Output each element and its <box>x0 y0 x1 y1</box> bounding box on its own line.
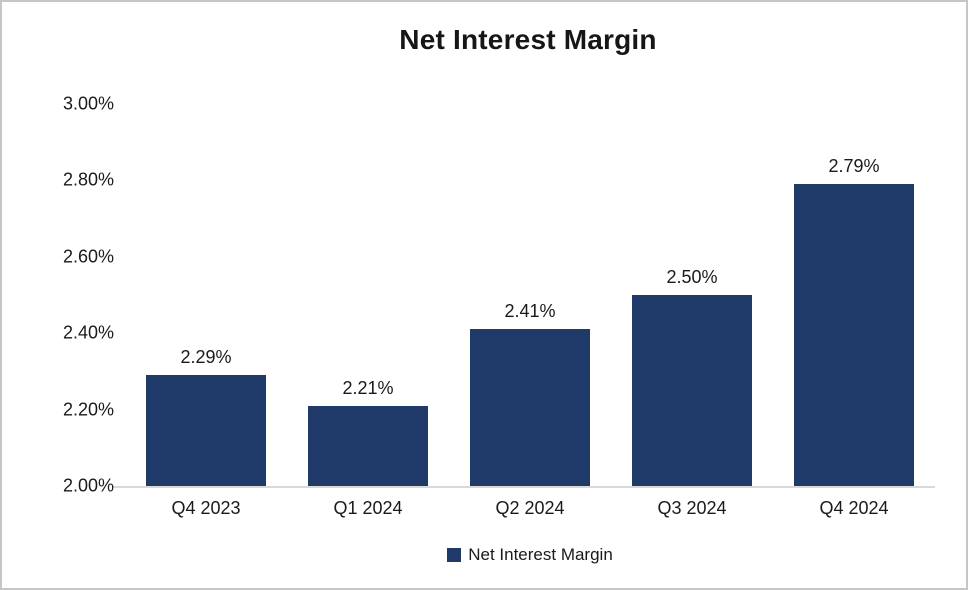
bar <box>794 184 914 486</box>
chart-title: Net Interest Margin <box>399 24 657 55</box>
x-axis-label: Q1 2024 <box>333 498 403 518</box>
x-axis-line <box>112 486 935 488</box>
bar <box>308 405 428 486</box>
bar <box>470 329 590 486</box>
bar-data-label: 2.41% <box>504 301 556 322</box>
bar-data-label: 2.79% <box>828 156 880 177</box>
y-tick-label: 2.80% <box>62 169 114 190</box>
legend: Net Interest Margin <box>125 545 935 565</box>
bar-data-label: 2.29% <box>180 347 232 368</box>
x-axis-label: Q4 2023 <box>171 498 241 518</box>
bar <box>146 375 266 486</box>
y-tick-label: 2.20% <box>62 399 114 420</box>
legend-label: Net Interest Margin <box>468 545 613 564</box>
x-axis-label: Q4 2024 <box>819 498 889 518</box>
bars-row: 2.29% 2.21% 2.41% 2.50% 2.79% <box>125 104 935 486</box>
legend-swatch-icon <box>447 548 462 562</box>
bar-data-label: 2.50% <box>666 267 718 287</box>
y-tick-label: 2.40% <box>62 322 114 343</box>
bar-slot: 2.50% <box>611 104 773 486</box>
y-tick-label: 2.00% <box>62 475 114 496</box>
y-tick-label: 2.60% <box>62 246 114 267</box>
bar-slot: 2.29% <box>125 104 287 486</box>
x-axis-labels: Q4 2023 Q1 2024 Q2 2024 Q3 2024 Q4 2024 <box>125 498 935 519</box>
bar <box>632 295 752 486</box>
plot-area: 2.00% 2.20% 2.40% 2.60% 2.80% 3.00% 2.29% 2.21… <box>63 94 935 496</box>
bar-slot: 2.21% <box>287 104 449 486</box>
x-axis-label: Q3 2024 <box>657 498 727 518</box>
bar-slot: 2.41% <box>449 104 611 486</box>
x-axis-label: Q2 2024 <box>495 498 565 518</box>
y-tick-label: 3.00% <box>62 93 114 114</box>
bar-slot: 2.79% <box>773 104 935 486</box>
bar-data-label: 2.21% <box>342 377 394 398</box>
